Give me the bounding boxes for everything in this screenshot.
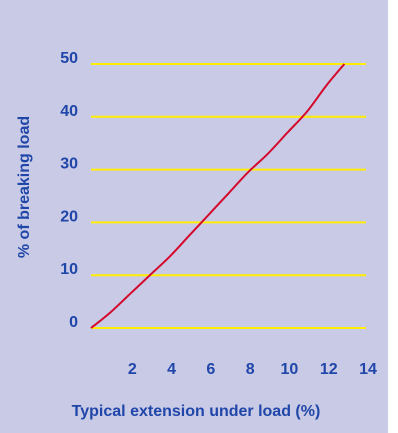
- x-tick-label: 12: [320, 361, 338, 378]
- chart-svg: 0 10 20 30 40 50 2 4 6 8 10 12 14 % of breaking loa…: [0, 0, 388, 433]
- y-axis-title: % of breaking load: [16, 116, 33, 258]
- y-tick-label: 50: [60, 50, 78, 67]
- x-tick-label: 8: [246, 361, 255, 378]
- x-axis-title: Typical extension under load (%): [72, 403, 321, 420]
- chart-panel: 0 10 20 30 40 50 2 4 6 8 10 12 14 % of breaking loa…: [0, 0, 388, 433]
- x-tick-label: 2: [128, 361, 137, 378]
- y-tick-label: 0: [69, 314, 78, 331]
- y-tick-label: 10: [60, 261, 78, 278]
- y-tick-labels: 0 10 20 30 40 50: [60, 50, 78, 331]
- x-tick-label: 14: [359, 361, 377, 378]
- series-layer: [91, 64, 344, 328]
- series-line-0: [91, 64, 344, 328]
- x-tick-label: 6: [206, 361, 215, 378]
- x-tick-label: 4: [167, 361, 176, 378]
- x-tick-label: 10: [281, 361, 299, 378]
- x-tick-labels: 2 4 6 8 10 12 14: [128, 361, 377, 378]
- gridlines: [91, 64, 366, 328]
- y-tick-label: 20: [60, 208, 78, 225]
- y-tick-label: 30: [60, 156, 78, 173]
- y-tick-label: 40: [60, 103, 78, 120]
